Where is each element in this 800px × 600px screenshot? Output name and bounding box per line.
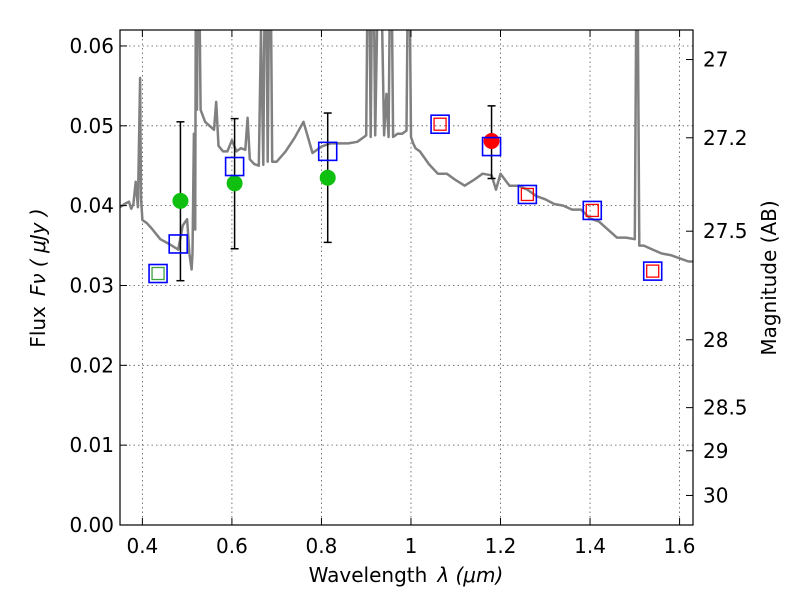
x-axis-label: Wavelength λ (μm) <box>309 563 504 587</box>
y2-axis-label: Magnitude (AB) <box>757 200 781 355</box>
y-tick-label: 0.03 <box>69 273 114 297</box>
y2-tick-label: 28 <box>703 328 728 352</box>
axis-ticks <box>120 30 693 526</box>
x-tick-label: 0.8 <box>306 534 338 558</box>
y-tick-label: 0.01 <box>69 433 114 457</box>
axis-tick-labels: 0.4 0.6 0.8 1 1.2 1.4 1.6 0.00 0.01 0.02 0.03 0.04 0… <box>69 34 747 558</box>
observed-point <box>172 192 189 209</box>
model-point <box>224 156 245 177</box>
plot-frame <box>119 29 694 526</box>
y-axis-label: FluxFν ( μJy ) <box>26 208 50 347</box>
y2-tick-label: 27.2 <box>703 126 748 150</box>
model-point <box>430 114 450 135</box>
model-point <box>168 234 188 254</box>
x-tick-label: 1.2 <box>485 534 517 558</box>
model-point <box>481 136 502 157</box>
x-tick-label: 0.4 <box>126 534 158 558</box>
model-point <box>642 261 663 281</box>
spectrum-line <box>120 30 693 271</box>
y2-tick-label: 30 <box>703 483 728 507</box>
x-tick-label: 0.6 <box>216 534 248 558</box>
y-tick-label: 0.06 <box>69 34 114 58</box>
model-point-inner <box>520 187 535 202</box>
observed-point <box>226 175 243 192</box>
y-tick-label: 0.02 <box>69 353 114 377</box>
model-point-inner <box>433 117 447 131</box>
x-tick-label: 1 <box>405 534 418 558</box>
plot-area <box>120 30 693 284</box>
y-tick-label: 0.04 <box>69 194 114 218</box>
y2-tick-label: 27 <box>703 48 728 72</box>
y2-tick-label: 28.5 <box>703 396 748 420</box>
model-point <box>148 263 168 284</box>
model-point <box>582 200 603 221</box>
y2-tick-label: 29 <box>703 439 728 463</box>
model-point-inner <box>585 203 599 218</box>
model-point <box>317 141 338 162</box>
model-point-inner <box>151 266 165 281</box>
model-point-inner <box>646 264 660 278</box>
model-point <box>517 184 538 205</box>
x-tick-label: 1.4 <box>574 534 606 558</box>
y-tick-label: 0.00 <box>69 513 114 537</box>
y2-tick-label: 27.5 <box>703 219 748 243</box>
observed-point <box>319 169 336 186</box>
y-tick-label: 0.05 <box>69 114 114 138</box>
observed-point <box>483 132 500 149</box>
x-tick-label: 1.6 <box>664 534 696 558</box>
